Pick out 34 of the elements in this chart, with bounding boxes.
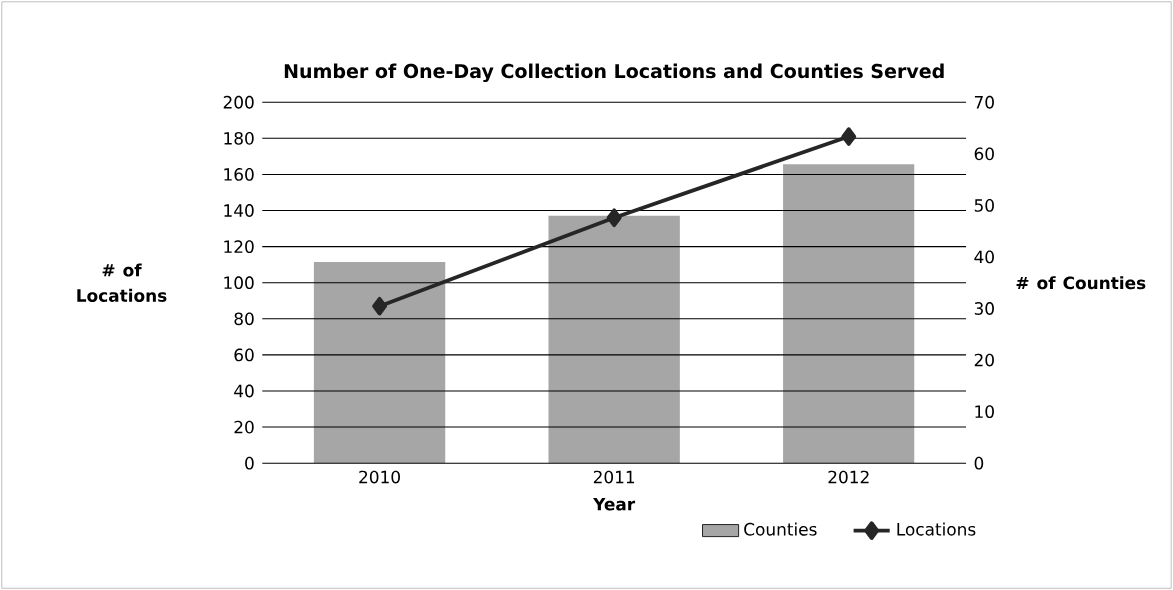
y-tick-label: 180 (224, 131, 254, 145)
legend-label: Counties (744, 522, 817, 536)
point (606, 208, 622, 228)
y-tick-label: 60 (234, 348, 254, 362)
x-tick-label: 2011 (593, 470, 635, 484)
y2-tick-label: 10 (975, 405, 994, 418)
y-tick-label: 20 (234, 420, 254, 434)
bar (313, 262, 446, 464)
y-tick-label: 0 (245, 456, 254, 470)
y2-tick-label: 20 (974, 353, 994, 367)
point (841, 127, 857, 146)
y-tick-label: 100 (224, 276, 254, 290)
y-tick-label: 200 (223, 95, 254, 109)
y-tick-label: 160 (224, 167, 254, 181)
y2-tick-label: 60 (974, 147, 994, 161)
y2-tick-label: 50 (974, 198, 994, 212)
y2-tick-label: 40 (974, 250, 994, 264)
y2-tick-label: 0 (974, 456, 984, 470)
y-tick-label: 120 (224, 240, 254, 253)
y-axis-title: # of Locations (77, 263, 167, 302)
y-tick-label: 140 (224, 204, 254, 217)
bar (783, 164, 915, 464)
bar (548, 215, 680, 464)
y-tick-label: 40 (234, 384, 254, 398)
legend-label: Locations (897, 522, 976, 536)
y2-axis-title: # of Counties (1016, 276, 1146, 290)
y2-tick-label: 70 (974, 95, 994, 109)
x-axis-title: Year (593, 497, 636, 511)
x-tick-label: 2012 (828, 470, 869, 484)
x-tick-label: 2010 (359, 470, 400, 484)
y-tick-label: 80 (234, 312, 254, 326)
y2-tick-label: 30 (974, 302, 994, 315)
point (372, 296, 388, 316)
chart-title: Number of One-Day Collection Locations and Counties Served (284, 63, 944, 83)
